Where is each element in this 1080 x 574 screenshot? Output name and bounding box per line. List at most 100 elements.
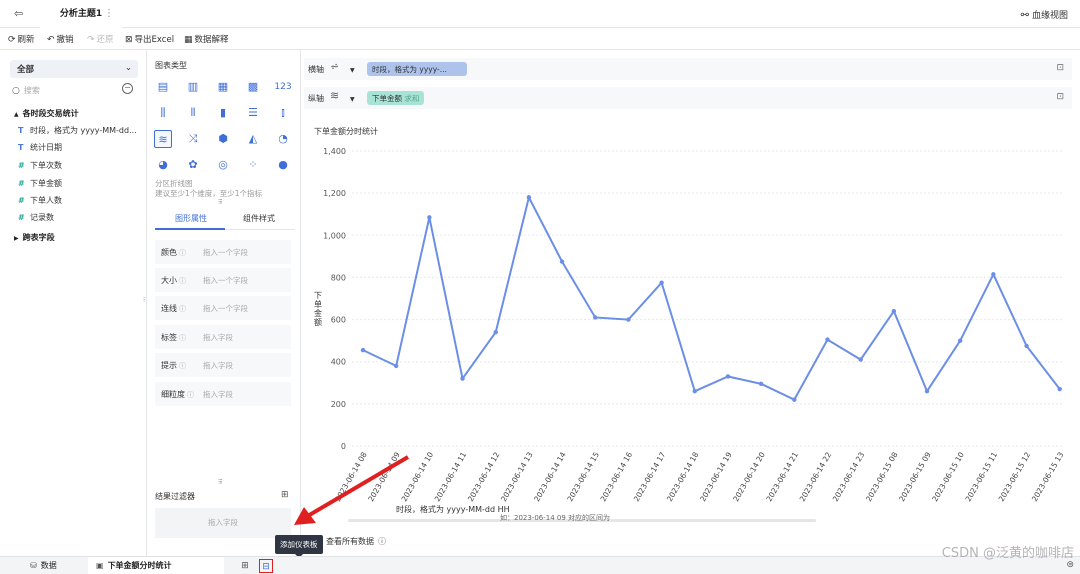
column-chart-icon[interactable]: ▮	[219, 106, 227, 119]
more-icon[interactable]: ⋮	[104, 8, 114, 19]
data-point	[792, 397, 797, 402]
scope-select[interactable]: 全部 ⌄	[10, 60, 138, 78]
bar-chart-icon[interactable]: ☰	[248, 106, 258, 119]
cross-table-icon[interactable]: ▦	[217, 80, 229, 93]
redo-button[interactable]: ↷ 还原	[87, 33, 114, 45]
caret-down-icon[interactable]: ▼	[350, 67, 355, 74]
help-icon: ⓘ	[179, 249, 186, 257]
settings-icon[interactable]: ⊜	[1066, 560, 1074, 570]
chart-type-description: 分区折线图 建议至少1个维度，至少1个指标	[155, 179, 262, 199]
color-table-icon[interactable]: ▩	[247, 80, 259, 93]
bubble-chart-icon[interactable]: ●	[278, 158, 288, 171]
area-chart-icon[interactable]: ◭	[248, 132, 258, 145]
scatter-chart-icon[interactable]: ⁘	[248, 158, 258, 171]
x-tick-label: 2023-06-15 10	[930, 450, 966, 503]
y-axis-field-pill[interactable]: 下单金额 求和	[367, 91, 425, 105]
cross-table-fields-group[interactable]: ▶ 跨表字段	[14, 232, 55, 243]
lineage-view-button[interactable]: ⚯ 血缘视图	[1021, 8, 1068, 21]
data-explain-button[interactable]: ▦ 数据解释	[184, 33, 229, 45]
donut-chart-icon[interactable]: ◎	[218, 158, 228, 171]
field-name: 下单人数	[30, 196, 62, 205]
data-point	[427, 215, 432, 220]
view-all-data-link[interactable]: 查看所有数据 ⓘ	[326, 536, 386, 547]
chart-type-name: 分区折线图	[155, 179, 193, 188]
undo-button[interactable]: ↶ 撤销	[47, 33, 74, 45]
tab-data[interactable]: ⛁ 数据	[22, 557, 65, 574]
prop-label: 颜色 ⓘ	[161, 247, 186, 258]
chart-title: 下单金额分时统计	[314, 127, 378, 136]
refresh-button[interactable]: ⟳ 刷新	[8, 33, 35, 45]
field-search-input[interactable]: ○ 搜索	[10, 82, 120, 98]
tab-component-style[interactable]: 组件样式	[243, 214, 275, 223]
stacked-bar-icon[interactable]: ⦀	[190, 106, 196, 119]
exit-icon[interactable]: ⇦	[14, 7, 24, 20]
watermark: CSDN @泛黄的咖啡店	[941, 546, 1074, 561]
prop-placeholder: 拖入字段	[203, 333, 233, 342]
lock-icon[interactable]: ⊡	[1056, 92, 1064, 102]
prop-label: 标签 ⓘ	[161, 332, 186, 343]
field-panel: 全部 ⌄ ○ 搜索 − ▲ 各时段交易统计 T 时段，格式为 yyyy-MM-dd..…	[0, 50, 147, 556]
axis-type-icon[interactable]: ⩫	[330, 60, 340, 73]
drag-handle-icon[interactable]: ⁝⁝⁝	[218, 478, 223, 486]
y-axis-title-char: 金	[314, 308, 322, 318]
table-group-trade-stats[interactable]: ▲ 各时段交易统计	[14, 108, 79, 119]
prop-label-text: 大小	[161, 276, 177, 285]
rose-chart-icon[interactable]: ✿	[188, 158, 198, 171]
table-chart-icon[interactable]: ▤	[157, 80, 169, 93]
drag-handle-icon[interactable]: ⁝⁝⁝	[218, 198, 223, 206]
tab-graph-properties[interactable]: 图形属性	[175, 214, 207, 223]
field-item[interactable]: # 下单金额	[18, 178, 62, 189]
field-item[interactable]: # 记录数	[18, 212, 54, 223]
number-field-icon: #	[18, 196, 25, 205]
lineage-view-label: 血缘视图	[1031, 11, 1068, 21]
prop-label-text: 颜色	[161, 248, 177, 257]
prop-placeholder: 拖入字段	[203, 390, 233, 399]
x-axis-field-pill[interactable]: 时段，格式为 yyyy-...	[367, 62, 467, 76]
data-point	[559, 259, 565, 264]
x-field-name: 时段，格式为 yyyy-...	[372, 65, 447, 74]
result-filter-title: 结果过滤器	[155, 492, 195, 501]
data-point	[460, 376, 465, 381]
area-line-chart-icon[interactable]: ≋	[154, 130, 172, 148]
export-excel-button[interactable]: ⊠ 导出Excel	[125, 33, 174, 45]
multi-bar-icon[interactable]: ⫼	[160, 106, 166, 119]
prop-row-line[interactable]: 连线 ⓘ 拖入一个字段	[155, 296, 291, 320]
field-item[interactable]: # 下单次数	[18, 160, 62, 171]
chart-card: 下单金额分时统计 0 200 400 600 800 1,000 1,200 1,400 下单金…	[304, 118, 1072, 524]
lock-icon[interactable]: ⊡	[1056, 63, 1064, 73]
data-point	[858, 357, 863, 362]
kpi-number-icon[interactable]: 123	[274, 82, 292, 92]
field-item[interactable]: # 下单人数	[18, 195, 62, 206]
group-table-icon[interactable]: ▥	[187, 80, 199, 93]
line-chart[interactable]: 0 200 400 600 800 1,000 1,200 1,400 下单金额 2023-06-…	[304, 118, 1072, 524]
y-tick-label: 400	[331, 358, 346, 367]
field-item[interactable]: T 时段，格式为 yyyy-MM-dd...	[18, 125, 137, 136]
filter-settings-icon[interactable]: ⊞	[281, 490, 289, 500]
line-chart-icon[interactable]: ⤨	[188, 132, 198, 145]
collapse-all-icon[interactable]: −	[122, 83, 133, 94]
info-icon: ⓘ	[378, 537, 386, 546]
tab-component[interactable]: ▣ 下单金额分时统计	[88, 557, 224, 574]
gauge-chart-icon[interactable]: ◔	[278, 132, 288, 145]
panel-resize-handle[interactable]: ⁝	[143, 296, 145, 304]
field-item[interactable]: T 统计日期	[18, 142, 62, 153]
prop-row-granularity[interactable]: 细粒度 ⓘ 拖入字段	[155, 382, 291, 406]
prop-row-size[interactable]: 大小 ⓘ 拖入一个字段	[155, 268, 291, 292]
x-axis-shelf[interactable]: 横轴 ⩫ ▼ 时段，格式为 yyyy-... ⊡	[304, 58, 1072, 80]
prop-row-tooltip[interactable]: 提示 ⓘ 拖入字段	[155, 353, 291, 377]
prop-row-color[interactable]: 颜色 ⓘ 拖入一个字段	[155, 240, 291, 264]
radar-chart-icon[interactable]: ⬢	[218, 132, 228, 145]
pie-chart-icon[interactable]: ◕	[158, 158, 168, 171]
filter-drop-zone[interactable]: 拖入字段	[155, 508, 291, 538]
analysis-title-tab[interactable]: 分析主题1	[40, 0, 122, 28]
search-icon: ○	[12, 86, 20, 96]
range-bar-icon[interactable]: ⫾	[281, 106, 285, 119]
x-tick-label: 2023-06-15 09	[897, 450, 933, 503]
axis-type-icon[interactable]: ≋	[330, 89, 340, 102]
prop-row-label[interactable]: 标签 ⓘ 拖入字段	[155, 325, 291, 349]
add-component-icon[interactable]: ⊞	[241, 561, 249, 571]
prop-placeholder: 拖入一个字段	[203, 304, 248, 313]
add-dashboard-icon[interactable]: ⊟	[259, 559, 273, 573]
caret-down-icon[interactable]: ▼	[350, 96, 355, 103]
y-axis-shelf[interactable]: 纵轴 ≋ ▼ 下单金额 求和 ⊡	[304, 87, 1072, 109]
